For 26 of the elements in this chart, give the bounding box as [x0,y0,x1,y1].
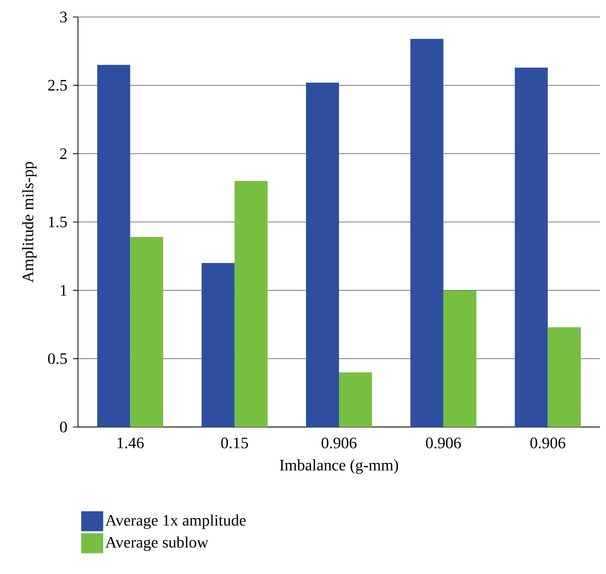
bar [514,68,548,427]
bar [130,237,164,427]
y-tick-label: 1.5 [48,216,67,228]
legend-label: Average sublow [105,536,208,551]
y-tick-label: 2.5 [48,80,67,91]
y-tick-label: 1 [60,285,67,296]
x-tick-label: 0.15 [221,438,248,448]
x-tick-label: 0.906 [426,438,461,448]
x-axis-title: Imbalance (g-mm) [280,459,398,474]
y-axis-title: Amplitude mils-pp [22,162,37,283]
bar [548,327,581,427]
x-tick-label: 1.46 [118,438,144,448]
y-tick-label: 0.5 [48,353,67,364]
bar [234,181,268,427]
x-tick-label: 0.906 [530,438,566,448]
bar [97,64,130,427]
bar [202,263,235,427]
bar [339,372,372,427]
bar [410,38,444,427]
y-tick-label: 3 [60,12,67,22]
bar [306,82,339,427]
y-tick-label: 0 [60,422,67,432]
x-tick-label: 0.906 [322,438,357,448]
bar [443,290,476,427]
y-tick-label: 2 [60,148,67,159]
legend-label: Average 1x amplitude [105,514,246,530]
